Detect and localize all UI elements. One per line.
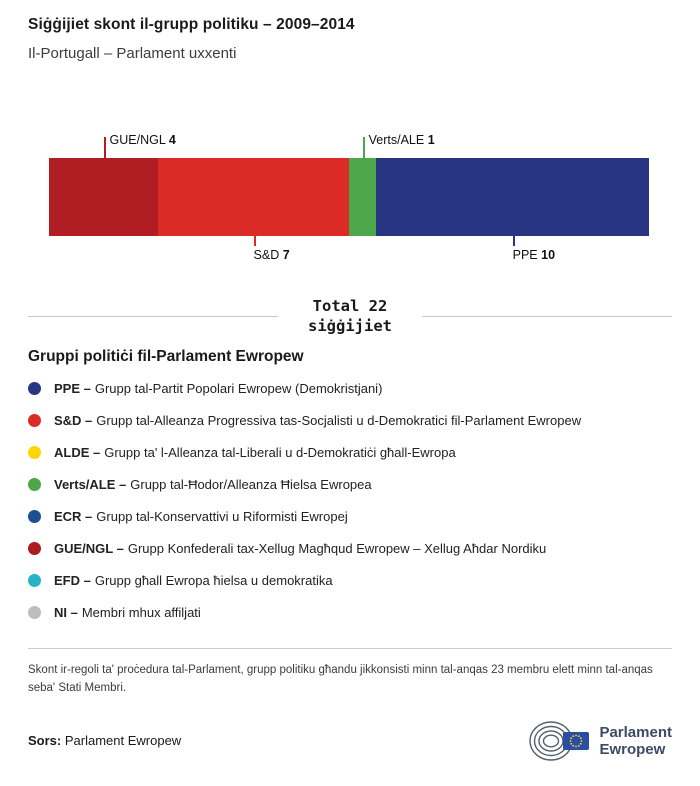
legend-item-ni: NI – Membri mhux affiljati [28, 605, 672, 620]
top-callouts: GUE/NGL 4 Verts/ALE 1 [49, 114, 649, 158]
callout-gue-ngl: GUE/NGL 4 [103, 133, 176, 158]
legend-dot-sd [28, 414, 41, 428]
callout-label: S&D 7 [253, 248, 290, 262]
legend-item-ecr: ECR – Grupp tal-Konservattivi u Riformist… [28, 509, 672, 524]
total-label-line1: Total 22 [312, 297, 388, 315]
european-parliament-logo: Parlament Ewropew [527, 718, 672, 764]
eu-flag [563, 731, 590, 750]
eu-flag-stars [570, 734, 583, 748]
callout-tick [253, 236, 256, 246]
legend-dot-alde [28, 446, 41, 460]
divider-line-right [422, 315, 672, 317]
hemicycle-logo-icon [529, 721, 590, 761]
callout-verts-ale: Verts/ALE 1 [362, 133, 435, 158]
logo-wordmark: Parlament Ewropew [599, 724, 672, 759]
seat-chart: GUE/NGL 4 Verts/ALE 1 S&D 7 PPE 10 [49, 114, 649, 270]
source-value: Parlament Ewropew [64, 733, 182, 749]
legend-desc: Grupp ta' l-Alleanza tal-Liberali u d-De… [104, 445, 456, 461]
legend-dot-gue-ngl [28, 542, 41, 556]
legend: PPE – Grupp tal-Partit Popolari Ewropew (… [28, 381, 672, 620]
legend-desc: Grupp tal-Ħodor/Alleanza Ħielsa Ewropea [130, 477, 372, 493]
total-label: Total 22 siġġijiet [278, 296, 422, 336]
bottom-callouts: S&D 7 PPE 10 [49, 236, 649, 270]
source: Sors: Parlament Ewropew [28, 733, 181, 748]
legend-desc: Grupp tal-Partit Popolari Ewropew (Demok… [94, 381, 383, 397]
legend-desc: Membri mhux affiljati [81, 605, 201, 621]
callout-label: GUE/NGL 4 [109, 133, 176, 147]
footnote: Skont ir-regoli ta' proċedura tal-Parlam… [28, 648, 672, 698]
legend-item-ppe: PPE – Grupp tal-Partit Popolari Ewropew (… [28, 381, 672, 396]
legend-desc: Grupp Konfederali tax-Xellug Magħqud Ewr… [127, 541, 547, 557]
legend-abbr: NI – [54, 605, 78, 621]
legend-dot-ecr [28, 510, 41, 524]
logo-wordmark-line1: Parlament [599, 723, 672, 741]
legend-dot-verts-ale [28, 478, 41, 492]
stacked-bar [49, 158, 649, 236]
page-subtitle: Il-Portugall – Parlament uxxenti [28, 45, 237, 62]
callout-tick [103, 137, 106, 158]
total-label-line2: siġġijiet [308, 317, 392, 336]
callout-tick [362, 137, 365, 158]
callout-label: PPE 10 [512, 248, 556, 262]
callout-tick [512, 236, 515, 246]
infographic: Siġġijiet skont il-grupp politiku – 2009… [28, 16, 672, 764]
legend-abbr: PPE – [54, 381, 91, 397]
legend-dot-efd [28, 574, 41, 588]
bar-segment-ppe [376, 158, 649, 236]
legend-abbr: ECR – [54, 509, 93, 525]
legend-desc: Grupp tal-Konservattivi u Riformisti Ewr… [96, 509, 348, 525]
legend-item-alde: ALDE – Grupp ta' l-Alleanza tal-Liberali … [28, 445, 672, 460]
legend-heading: Gruppi politiċi fil-Parlament Ewropew [28, 348, 304, 366]
legend-abbr: S&D – [54, 413, 93, 429]
page-title: Siġġijiet skont il-grupp politiku – 2009… [28, 16, 355, 33]
legend-item-verts-ale: Verts/ALE – Grupp tal-Ħodor/Alleanza Ħiel… [28, 477, 672, 492]
legend-dot-ni [28, 606, 41, 620]
legend-item-gue-ngl: GUE/NGL – Grupp Konfederali tax-Xellug Ma… [28, 541, 672, 556]
callout-ppe: PPE 10 [512, 236, 556, 262]
legend-desc: Grupp tal-Alleanza Progressiva tas-Socja… [96, 413, 582, 429]
bar-segment-verts-ale [348, 158, 377, 236]
legend-abbr: Verts/ALE – [54, 477, 127, 493]
callout-label: Verts/ALE 1 [368, 133, 435, 147]
legend-desc: Grupp għall Ewropa ħielsa u demokratika [94, 573, 333, 589]
legend-item-efd: EFD – Grupp għall Ewropa ħielsa u demokra… [28, 573, 672, 588]
legend-dot-ppe [28, 382, 41, 396]
callout-s-d: S&D 7 [253, 236, 290, 262]
legend-abbr: ALDE – [54, 445, 101, 461]
footer: Sors: Parlament Ewropew [28, 718, 672, 764]
legend-item-sd: S&D – Grupp tal-Alleanza Progressiva tas-… [28, 413, 672, 428]
divider-line-left [28, 315, 278, 317]
total-divider: Total 22 siġġijiet [28, 296, 672, 336]
source-label: Sors: [28, 733, 62, 749]
logo-wordmark-line2: Ewropew [599, 740, 666, 758]
bar-segment-gue-ngl [49, 158, 159, 236]
legend-abbr: EFD – [54, 573, 91, 589]
legend-abbr: GUE/NGL – [54, 541, 124, 557]
bar-segment-s-d [158, 158, 349, 236]
